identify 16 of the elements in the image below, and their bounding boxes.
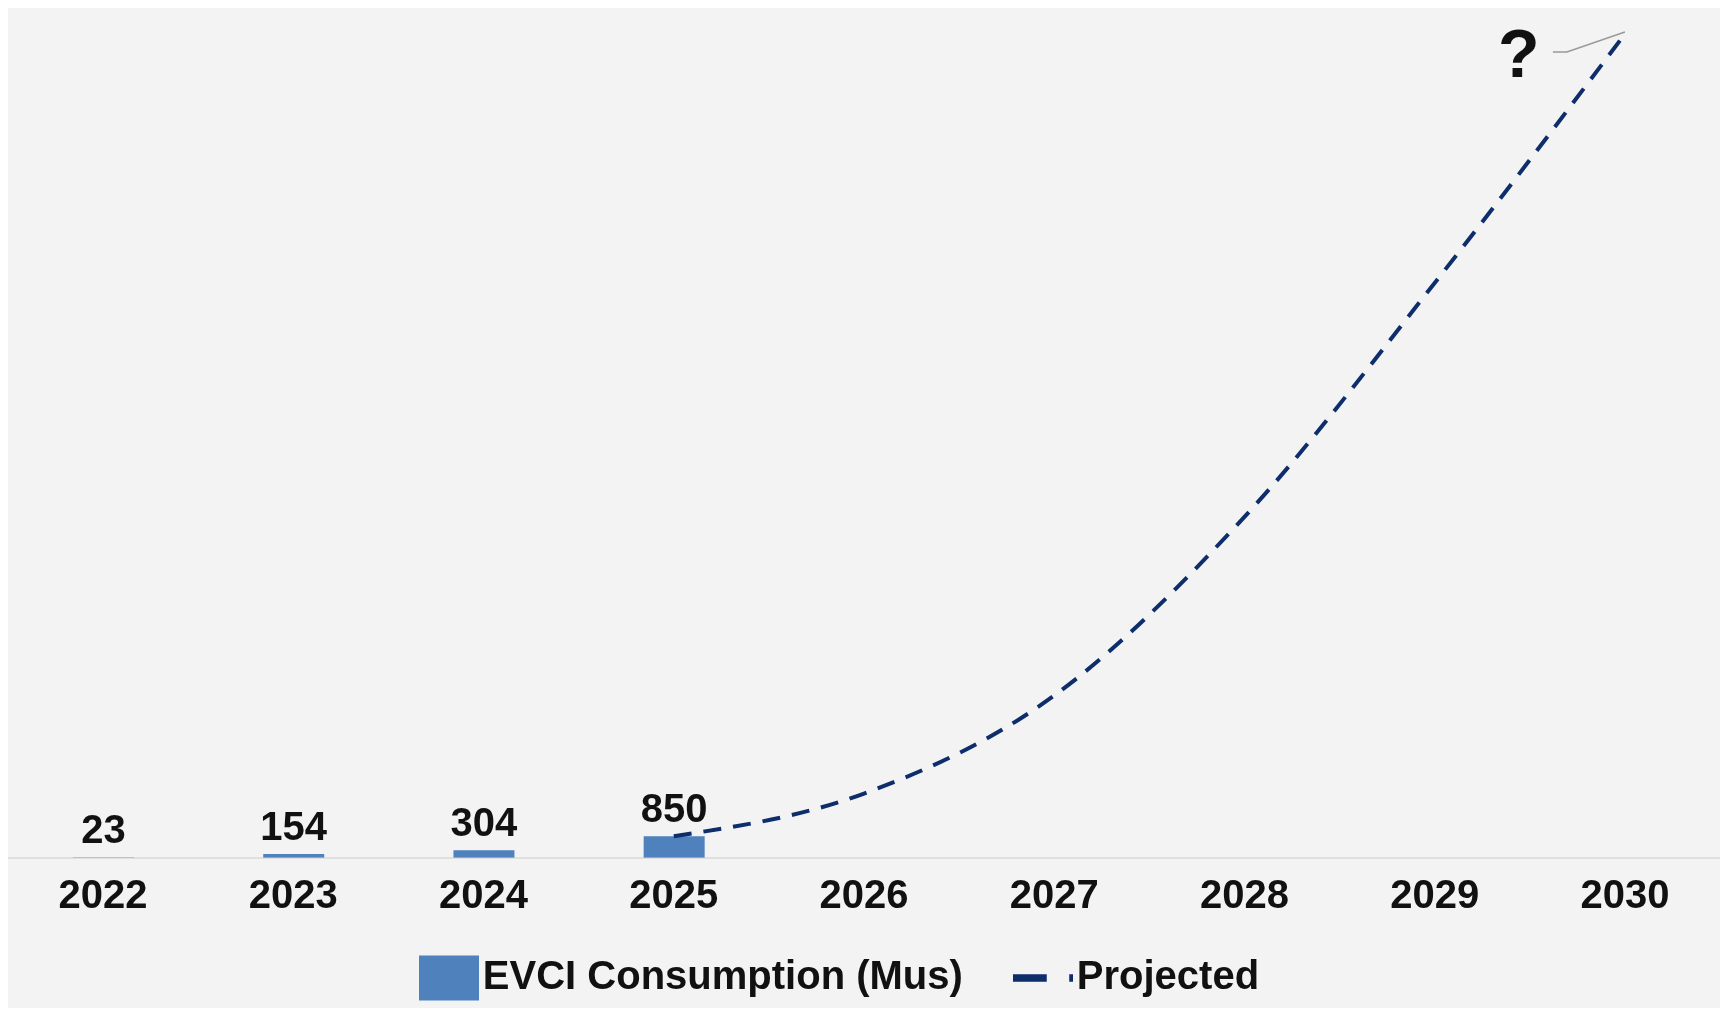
x-tick-label: 2023 xyxy=(248,872,338,917)
data-label: 304 xyxy=(450,800,519,845)
x-tick-label: 2027 xyxy=(1009,872,1099,917)
legend-label: Projected xyxy=(1076,952,1260,997)
x-tick-label: 2028 xyxy=(1199,872,1289,917)
x-tick-label: 2029 xyxy=(1390,872,1480,917)
data-label: 23 xyxy=(81,807,126,852)
data-label: 850 xyxy=(640,786,708,831)
legend-label: EVCI Consumption (Mus) xyxy=(482,952,963,997)
annotation: ? xyxy=(1498,15,1540,91)
x-tick-label: 2026 xyxy=(819,872,909,917)
x-tick-label: 2030 xyxy=(1580,872,1670,917)
x-tick-label: 2024 xyxy=(439,872,529,917)
x-tick-label: 2025 xyxy=(629,872,719,917)
data-label: 154 xyxy=(260,804,328,849)
x-tick-label: 2022 xyxy=(58,872,148,917)
